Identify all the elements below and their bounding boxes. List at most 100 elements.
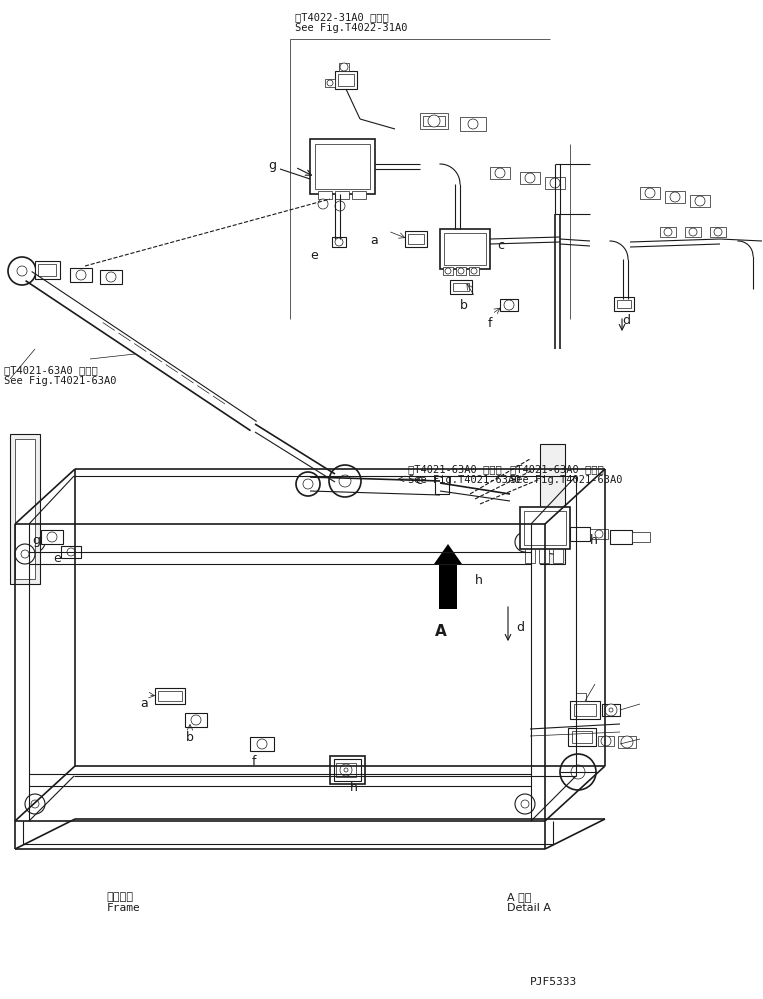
Text: Detail A: Detail A xyxy=(507,903,552,913)
Bar xyxy=(640,187,660,199)
Bar xyxy=(335,191,349,199)
Text: 第T4021-63A0 図参照: 第T4021-63A0 図参照 xyxy=(510,464,604,474)
Text: See Fig.T4021-63A0: See Fig.T4021-63A0 xyxy=(408,475,520,485)
Text: See Fig.T4021-63A0: See Fig.T4021-63A0 xyxy=(510,475,623,485)
Bar xyxy=(325,79,335,87)
Text: f: f xyxy=(252,755,256,768)
Circle shape xyxy=(495,168,505,178)
Bar xyxy=(41,530,63,544)
Text: e: e xyxy=(53,552,61,565)
Bar xyxy=(440,229,490,269)
Bar xyxy=(443,267,453,275)
Bar xyxy=(408,234,424,244)
Bar xyxy=(660,227,676,237)
Circle shape xyxy=(25,532,45,552)
Bar xyxy=(540,444,565,564)
Circle shape xyxy=(257,739,267,749)
FancyArrow shape xyxy=(434,544,462,609)
Circle shape xyxy=(340,764,352,776)
Circle shape xyxy=(543,534,563,554)
Text: a: a xyxy=(370,234,378,247)
Bar xyxy=(335,71,357,89)
Circle shape xyxy=(428,115,440,127)
Bar xyxy=(334,759,361,781)
Bar xyxy=(553,549,563,563)
Bar xyxy=(185,713,207,727)
Bar xyxy=(420,113,448,129)
Text: 第T4021-63A0 図参照: 第T4021-63A0 図参照 xyxy=(408,464,502,474)
Bar xyxy=(665,191,685,203)
Bar xyxy=(70,268,92,282)
Circle shape xyxy=(595,530,603,538)
Circle shape xyxy=(714,228,722,236)
Circle shape xyxy=(521,800,529,808)
Bar xyxy=(61,546,81,558)
Bar xyxy=(520,507,570,549)
Circle shape xyxy=(191,715,201,725)
Bar xyxy=(352,191,366,199)
Text: c: c xyxy=(415,474,422,487)
Bar xyxy=(158,691,182,701)
Bar xyxy=(423,116,445,126)
Text: A 詳細: A 詳細 xyxy=(507,892,532,902)
Text: d: d xyxy=(622,314,630,327)
Bar xyxy=(330,756,365,784)
Circle shape xyxy=(609,708,613,712)
Circle shape xyxy=(67,548,75,556)
Bar xyxy=(456,267,466,275)
Bar xyxy=(685,227,701,237)
Circle shape xyxy=(335,238,343,246)
Circle shape xyxy=(340,63,348,71)
Circle shape xyxy=(327,80,333,86)
Text: See Fig.T4022-31A0: See Fig.T4022-31A0 xyxy=(295,23,407,33)
Bar xyxy=(570,527,590,541)
Circle shape xyxy=(571,765,585,779)
Text: g: g xyxy=(32,534,40,547)
Bar xyxy=(572,731,592,743)
Bar xyxy=(632,532,650,542)
Bar xyxy=(469,267,479,275)
Text: Frame: Frame xyxy=(107,903,140,913)
Text: h: h xyxy=(590,534,598,547)
Bar xyxy=(336,763,356,777)
Text: g: g xyxy=(268,159,276,172)
Bar xyxy=(435,476,449,494)
Bar xyxy=(574,704,596,716)
Circle shape xyxy=(670,192,680,202)
Bar xyxy=(617,300,631,308)
Bar xyxy=(460,117,486,131)
Circle shape xyxy=(601,736,611,746)
Bar xyxy=(590,529,608,539)
Circle shape xyxy=(15,544,35,564)
Bar xyxy=(310,139,375,194)
Circle shape xyxy=(8,257,36,285)
Bar xyxy=(500,299,518,311)
Bar xyxy=(618,736,636,748)
Text: a: a xyxy=(140,697,148,710)
Circle shape xyxy=(21,550,29,558)
Bar xyxy=(453,283,469,291)
Text: 第T4022-31A0 図参照: 第T4022-31A0 図参照 xyxy=(295,12,389,22)
Bar xyxy=(490,167,510,179)
Bar xyxy=(576,693,586,701)
Circle shape xyxy=(515,794,535,814)
Circle shape xyxy=(504,300,514,310)
Text: f: f xyxy=(488,317,492,330)
Circle shape xyxy=(605,704,617,716)
Text: A: A xyxy=(435,624,447,639)
Circle shape xyxy=(689,228,697,236)
Circle shape xyxy=(303,479,313,489)
Circle shape xyxy=(645,188,655,198)
Text: See Fig.T4021-63A0: See Fig.T4021-63A0 xyxy=(4,376,117,386)
Bar xyxy=(450,280,472,294)
Circle shape xyxy=(515,532,535,552)
Bar xyxy=(405,231,427,247)
Text: d: d xyxy=(516,621,524,634)
Circle shape xyxy=(339,475,351,487)
Bar xyxy=(570,701,600,719)
Bar xyxy=(545,177,565,189)
Bar xyxy=(339,63,349,71)
Bar xyxy=(35,261,60,279)
Bar xyxy=(15,439,35,579)
Circle shape xyxy=(76,270,86,280)
